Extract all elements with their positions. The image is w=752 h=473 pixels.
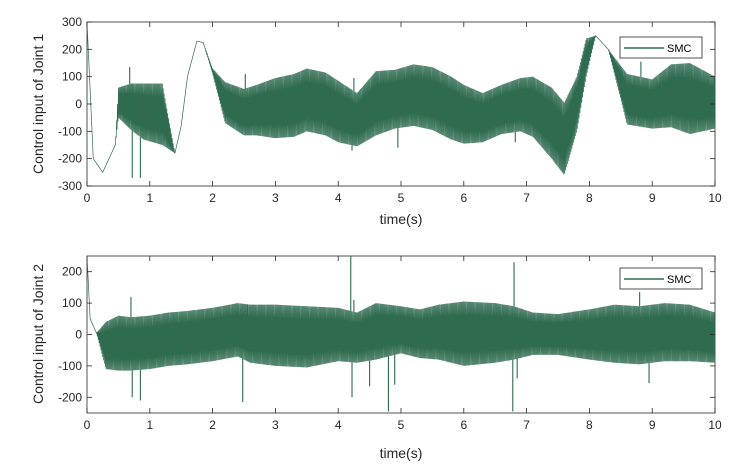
- y-tick-label: 100: [62, 70, 82, 84]
- x-tick-label: 0: [84, 418, 91, 432]
- y-tick-label: -300: [58, 179, 82, 193]
- legend-label: SMC: [667, 43, 692, 55]
- x-tick-label: 3: [272, 418, 279, 432]
- x-tick-label: 6: [460, 191, 467, 205]
- y-tick-label: 300: [62, 15, 82, 29]
- x-tick-label: 9: [649, 418, 656, 432]
- x-tick-label: 6: [460, 418, 467, 432]
- spike-group: [130, 256, 650, 412]
- y-tick-label: 200: [62, 42, 82, 56]
- x-tick-group: 0 1 2 3 4 5 6 7 8 9 10: [84, 22, 722, 205]
- x-tick-label: 4: [335, 191, 342, 205]
- y-tick-label: -100: [58, 124, 82, 138]
- y-tick-group: -200 -100 0 100 200: [58, 265, 715, 404]
- series-smc: [86, 21, 716, 175]
- x-tick-label: 10: [708, 418, 722, 432]
- x-tick-label: 0: [84, 191, 91, 205]
- y-tick-label: 0: [75, 328, 82, 342]
- joint-2-chart: 0 1 2 3 4 5 6 7 8 9 10 -200 -100 0 100 200 time(s) Con…: [30, 255, 722, 461]
- joint-1-chart: 0 1 2 3 4 5 6 7 8 9 10 -300 -200 -100 0 100 200 300 time…: [30, 15, 722, 227]
- x-tick-label: 8: [586, 418, 593, 432]
- x-tick-label: 5: [398, 418, 405, 432]
- legend-label: SMC: [667, 274, 692, 286]
- legend: SMC: [619, 36, 703, 59]
- spike-group: [129, 61, 642, 178]
- x-tick-label: 4: [335, 418, 342, 432]
- y-tick-label: 100: [62, 296, 82, 310]
- y-tick-label: 0: [75, 97, 82, 111]
- x-tick-group: 0 1 2 3 4 5 6 7 8 9 10: [84, 256, 722, 432]
- x-tick-label: 2: [209, 191, 216, 205]
- x-tick-label: 7: [523, 418, 530, 432]
- series-line: [86, 21, 716, 175]
- x-tick-label: 7: [523, 191, 530, 205]
- y-tick-label: 200: [62, 265, 82, 279]
- series-smc: [86, 255, 716, 371]
- x-tick-label: 1: [146, 191, 153, 205]
- y-axis-label: Control input of Joint 2: [30, 264, 46, 404]
- legend: SMC: [619, 267, 703, 290]
- x-tick-label: 10: [708, 191, 722, 205]
- x-tick-label: 9: [649, 191, 656, 205]
- x-axis-label: time(s): [380, 211, 423, 227]
- y-tick-label: -100: [58, 359, 82, 373]
- y-axis-label: Control input of Joint 1: [30, 34, 46, 174]
- series-line: [86, 255, 716, 371]
- x-tick-label: 5: [398, 191, 405, 205]
- y-tick-label: -200: [58, 390, 82, 404]
- x-tick-label: 2: [209, 418, 216, 432]
- y-tick-label: -200: [58, 152, 82, 166]
- x-tick-label: 3: [272, 191, 279, 205]
- y-tick-group: -300 -200 -100 0 100 200 300: [58, 15, 715, 193]
- x-tick-label: 8: [586, 191, 593, 205]
- x-axis-label: time(s): [380, 445, 423, 461]
- x-tick-label: 1: [146, 418, 153, 432]
